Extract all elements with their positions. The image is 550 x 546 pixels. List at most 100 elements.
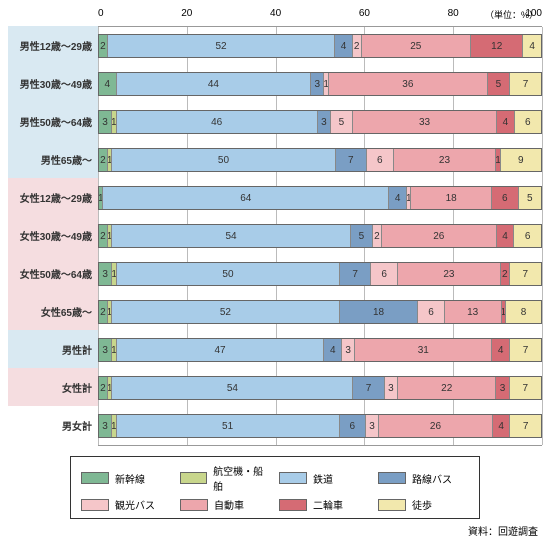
bar-segment-rail: 64 (103, 187, 389, 209)
bar-segment-shinkansen: 3 (99, 415, 112, 437)
transport-mode-chart: （単位：%） 020406080100 男性12歳～29歳男性30歳～49歳男性… (8, 8, 542, 538)
bar-segment-motorcycle: 4 (497, 111, 515, 133)
source-label: 資料：回遊調査 (8, 523, 542, 538)
bar-segment-car: 23 (398, 263, 501, 285)
legend-swatch (81, 472, 109, 484)
bar-segment-bus_tour: 6 (371, 263, 398, 285)
bar-segment-bus_route: 7 (336, 149, 367, 171)
x-axis: 020406080100 (8, 8, 542, 26)
bar-segment-rail: 46 (117, 111, 318, 133)
axis-tick: 0 (98, 8, 104, 19)
bar-segment-motorcycle: 2 (501, 263, 510, 285)
bar-segment-bus_route: 3 (318, 111, 331, 133)
axis-tick: 60 (359, 8, 370, 19)
bar-segment-walk: 7 (510, 263, 541, 285)
legend-item-air_ship: 航空機・船舶 (180, 463, 271, 493)
legend-item-rail: 鉄道 (279, 463, 370, 493)
row-label: 男性30歳～49歳 (8, 64, 98, 102)
bar-segment-bus_route: 18 (340, 301, 419, 323)
legend-swatch (378, 472, 406, 484)
bar-segment-walk: 4 (523, 35, 541, 57)
bar-track: 21521861318 (98, 300, 542, 324)
bar-segment-walk: 7 (510, 73, 541, 95)
bar-segment-walk: 7 (510, 339, 541, 361)
legend-swatch (279, 472, 307, 484)
bar-segment-walk: 8 (506, 301, 541, 323)
bar-segment-bus_tour: 3 (342, 339, 355, 361)
bar-segment-car: 25 (362, 35, 471, 57)
bar-segment-bus_route: 5 (351, 225, 373, 247)
bar-segment-rail: 52 (112, 301, 340, 323)
bar-track: 444313657 (98, 72, 542, 96)
bar-segment-bus_tour: 6 (418, 301, 444, 323)
bar-segment-motorcycle: 4 (492, 339, 510, 361)
bar-segment-bus_route: 4 (389, 187, 407, 209)
bar-segment-car: 33 (353, 111, 497, 133)
legend-label: 鉄道 (313, 471, 333, 486)
bar-segment-walk: 6 (514, 225, 541, 247)
row-label: 女性計 (8, 368, 98, 406)
legend-item-motorcycle: 二輪車 (279, 497, 370, 512)
bar-segment-shinkansen: 2 (99, 377, 108, 399)
bar-segment-rail: 50 (117, 263, 340, 285)
bar-segment-bus_tour: 2 (353, 35, 362, 57)
bar-segment-car: 23 (394, 149, 497, 171)
bar-segment-car: 18 (411, 187, 491, 209)
legend-label: 観光バス (115, 497, 155, 512)
bar-segment-walk: 7 (510, 415, 541, 437)
legend-swatch (378, 499, 406, 511)
bar-segment-shinkansen: 4 (99, 73, 117, 95)
bar-segment-car: 26 (379, 415, 493, 437)
bar-segment-walk: 7 (510, 377, 541, 399)
bar-segment-bus_tour: 2 (373, 225, 382, 247)
row-label: 男性50歳～64歳 (8, 102, 98, 140)
bar-track: 2154732237 (98, 376, 542, 400)
bar-track: 2524225124 (98, 34, 542, 58)
bar-segment-shinkansen: 3 (99, 339, 112, 361)
bar-segment-bus_tour: 6 (367, 149, 394, 171)
bar-track: 164411865 (98, 186, 542, 210)
bar-row: 21521861318 (98, 293, 542, 331)
bar-segment-bus_route: 4 (335, 35, 353, 57)
row-label: 男性12歳～29歳 (8, 26, 98, 64)
bar-row: 444313657 (98, 65, 542, 103)
legend-label: 航空機・船舶 (213, 463, 271, 493)
bar-segment-rail: 54 (112, 225, 351, 247)
bar-row: 164411865 (98, 179, 542, 217)
bar-segment-bus_tour: 3 (385, 377, 398, 399)
bar-segment-rail: 47 (117, 339, 325, 361)
bar-segment-bus_route: 4 (324, 339, 342, 361)
bar-segment-car: 13 (445, 301, 502, 323)
legend-swatch (180, 499, 208, 511)
bar-segment-walk: 5 (519, 187, 541, 209)
bar-segment-motorcycle: 12 (471, 35, 524, 57)
bar-segment-shinkansen: 2 (99, 225, 108, 247)
legend-label: 新幹線 (115, 471, 145, 486)
row-label: 女性12歳～29歳 (8, 178, 98, 216)
bar-segment-rail: 51 (117, 415, 340, 437)
legend-item-shinkansen: 新幹線 (81, 463, 172, 493)
bar-track: 3147433147 (98, 338, 542, 362)
bar-track: 3146353346 (98, 110, 542, 134)
bar-segment-shinkansen: 3 (99, 111, 112, 133)
bar-segment-car: 22 (398, 377, 496, 399)
axis-tick: 100 (525, 8, 542, 19)
legend-swatch (279, 499, 307, 511)
bar-segment-bus_route: 7 (353, 377, 384, 399)
bar-row: 2154522646 (98, 217, 542, 255)
bar-segment-bus_tour: 5 (331, 111, 353, 133)
row-label: 女性50歳～64歳 (8, 254, 98, 292)
row-label: 男性65歳～ (8, 140, 98, 178)
bar-row: 2150762319 (98, 141, 542, 179)
bar-row: 3147433147 (98, 331, 542, 369)
grid-line (542, 27, 543, 445)
bar-row: 2524225124 (98, 27, 542, 65)
bar-segment-shinkansen: 2 (99, 35, 108, 57)
row-label: 女性65歳～ (8, 292, 98, 330)
legend-item-walk: 徒歩 (378, 497, 469, 512)
row-label: 女性30歳～49歳 (8, 216, 98, 254)
legend: 新幹線航空機・船舶鉄道路線バス観光バス自動車二輪車徒歩 (70, 456, 480, 519)
bar-segment-motorcycle: 3 (496, 377, 509, 399)
bar-segment-motorcycle: 6 (492, 187, 519, 209)
axis-tick: 20 (181, 8, 192, 19)
